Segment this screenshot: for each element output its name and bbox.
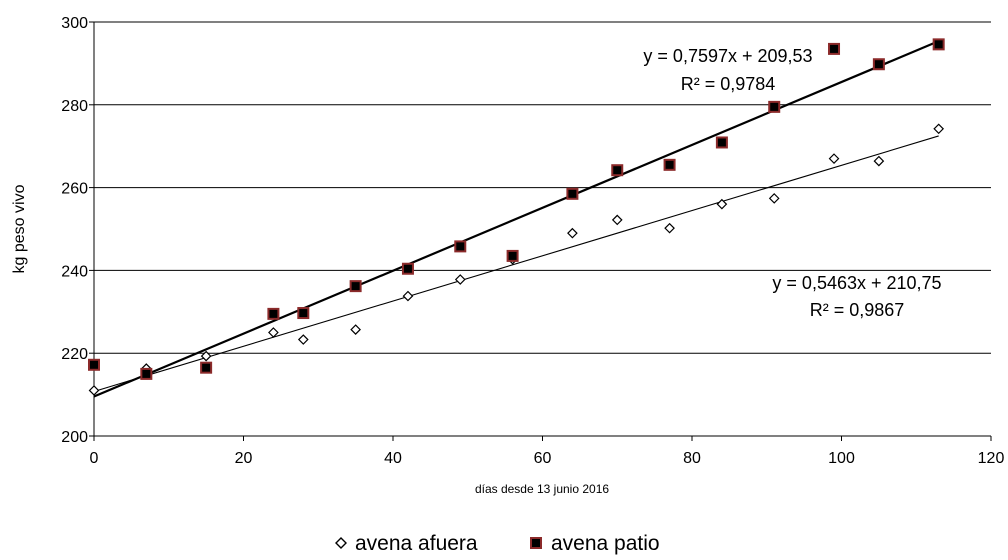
point-afuera <box>768 193 780 204</box>
legend-marker-square <box>530 537 542 549</box>
trendline-afuera <box>93 135 939 393</box>
x-tick-label: 120 <box>978 450 1005 467</box>
legend-marker-diamond <box>335 537 347 549</box>
point-patio <box>932 38 945 51</box>
trendline-patio <box>93 40 940 398</box>
trendline-r2-afuera: R² = 0,9867 <box>810 300 905 320</box>
point-afuera <box>664 222 675 234</box>
point-patio <box>506 249 519 262</box>
data-points <box>88 38 945 396</box>
point-afuera <box>611 214 623 226</box>
point-afuera <box>200 350 212 362</box>
tick-labels: 200 220 240 260 280 300 0 20 40 60 80 100 120 <box>61 15 1004 467</box>
point-patio <box>140 367 153 380</box>
legend-label-afuera: avena afuera <box>355 532 478 555</box>
point-afuera <box>297 334 309 345</box>
y-tick-label: 260 <box>61 181 88 198</box>
point-patio <box>200 361 213 374</box>
point-patio <box>88 358 100 371</box>
point-afuera <box>933 123 945 135</box>
point-patio <box>611 164 624 177</box>
y-axis-title: kg peso vivo <box>11 184 28 273</box>
x-tick-label: 40 <box>384 450 402 467</box>
point-patio <box>401 262 414 275</box>
x-tick-label: 80 <box>683 450 701 467</box>
x-tick-label: 20 <box>235 450 253 467</box>
x-axis-title: días desde 13 junio 2016 <box>475 482 609 496</box>
x-tick-label: 100 <box>828 450 855 467</box>
point-patio <box>454 240 467 253</box>
point-afuera <box>454 274 466 285</box>
trendline-r2-patio: R² = 0,9784 <box>681 74 776 94</box>
point-patio <box>828 42 841 55</box>
legend-item-afuera: avena afuera <box>335 532 478 555</box>
legend-label-patio: avena patio <box>551 532 660 555</box>
point-afuera <box>268 327 279 338</box>
point-afuera <box>88 385 100 396</box>
y-tick-label: 220 <box>61 346 88 363</box>
trendlines <box>93 40 940 398</box>
point-patio <box>872 58 885 71</box>
gridlines <box>94 21 991 354</box>
point-afuera <box>716 198 728 210</box>
y-tick-label: 200 <box>61 429 88 446</box>
point-patio <box>566 187 579 200</box>
point-afuera <box>402 290 414 302</box>
point-patio <box>267 307 280 320</box>
point-patio <box>715 136 728 149</box>
axes <box>89 21 992 441</box>
legend-item-patio: avena patio <box>530 532 660 555</box>
point-afuera <box>567 227 578 239</box>
x-tick-label: 60 <box>534 450 552 467</box>
trendline-equation-afuera: y = 0,5463x + 210,75 <box>772 273 941 293</box>
point-patio <box>349 280 362 293</box>
point-afuera <box>828 153 840 164</box>
point-patio <box>297 307 310 320</box>
trendline-equation-patio: y = 0,7597x + 209,53 <box>643 46 812 66</box>
y-tick-label: 280 <box>61 98 88 115</box>
y-tick-label: 300 <box>61 15 88 32</box>
y-tick-label: 240 <box>61 263 88 280</box>
x-tick-label: 0 <box>90 450 99 467</box>
point-afuera <box>350 324 361 335</box>
legend: avena afuera avena patio <box>335 532 660 555</box>
point-patio <box>768 100 781 113</box>
point-patio <box>663 158 676 171</box>
point-afuera <box>873 155 885 167</box>
